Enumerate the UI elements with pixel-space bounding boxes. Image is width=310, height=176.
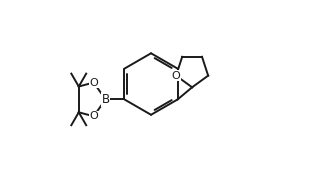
Text: B: B	[101, 93, 110, 106]
Text: O: O	[89, 78, 98, 87]
Text: O: O	[172, 71, 180, 81]
Text: O: O	[89, 111, 98, 121]
